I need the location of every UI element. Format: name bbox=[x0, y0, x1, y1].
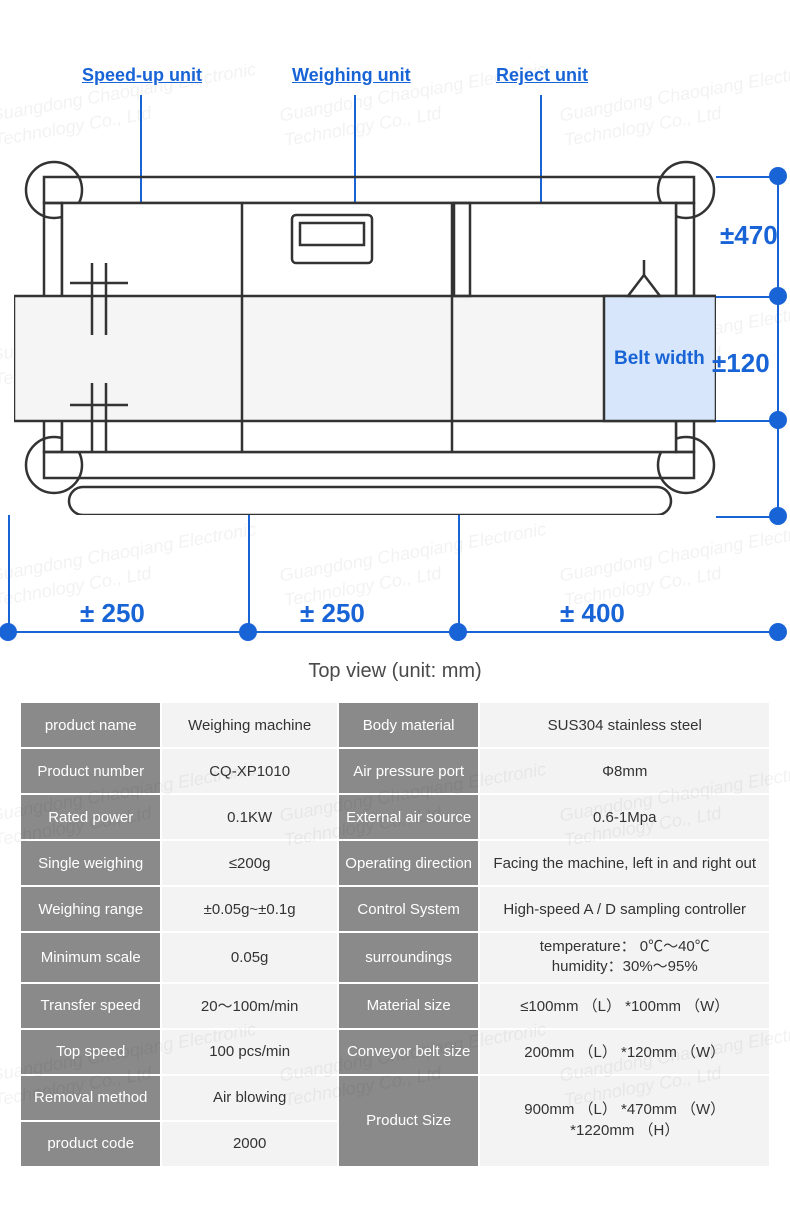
table-row: Product number CQ-XP1010 Air pressure po… bbox=[21, 749, 769, 793]
dim-dot bbox=[239, 623, 257, 641]
spec-value: 200mm （L） *120mm （W） bbox=[480, 1030, 769, 1074]
table-row: Top speed 100 pcs/min Conveyor belt size… bbox=[21, 1030, 769, 1074]
label-reject-unit: Reject unit bbox=[496, 65, 588, 86]
spec-value: High-speed A / D sampling controller bbox=[480, 887, 769, 931]
label-weighing-unit: Weighing unit bbox=[292, 65, 411, 86]
spec-label: Single weighing bbox=[21, 841, 160, 885]
spec-label: Weighing range bbox=[21, 887, 160, 931]
spec-label: Control System bbox=[339, 887, 479, 931]
spec-label: Material size bbox=[339, 984, 479, 1028]
spec-value: 2000 bbox=[162, 1122, 336, 1166]
dim-h-line bbox=[8, 631, 778, 633]
spec-label: surroundings bbox=[339, 933, 479, 982]
dim-dot bbox=[769, 167, 787, 185]
table-row: Minimum scale 0.05g surroundings tempera… bbox=[21, 933, 769, 982]
table-row: Weighing range ±0.05g~±0.1g Control Syst… bbox=[21, 887, 769, 931]
spec-value: temperature： 0℃〜40℃humidity：30%〜95% bbox=[480, 933, 769, 982]
spec-label: product name bbox=[21, 703, 160, 747]
spec-value: Weighing machine bbox=[162, 703, 336, 747]
spec-value: 0.6-1Mpa bbox=[480, 795, 769, 839]
spec-value: ≤100mm （L） *100mm （W） bbox=[480, 984, 769, 1028]
spec-value: 100 pcs/min bbox=[162, 1030, 336, 1074]
dim-drop bbox=[8, 515, 10, 631]
spec-value: Air blowing bbox=[162, 1076, 336, 1120]
table-row: Rated power 0.1KW External air source 0.… bbox=[21, 795, 769, 839]
spec-label: Operating direction bbox=[339, 841, 479, 885]
spec-value: CQ-XP1010 bbox=[162, 749, 336, 793]
diagram-caption: Top view (unit: mm) bbox=[0, 660, 790, 683]
dim-drop bbox=[248, 515, 250, 631]
dim-dot bbox=[769, 411, 787, 429]
spec-label: External air source bbox=[339, 795, 479, 839]
label-speedup-unit: Speed-up unit bbox=[82, 65, 202, 86]
spec-value: 0.1KW bbox=[162, 795, 336, 839]
spec-value: SUS304 stainless steel bbox=[480, 703, 769, 747]
spec-label: Body material bbox=[339, 703, 479, 747]
dim-400: ± 400 bbox=[560, 598, 625, 629]
table-row: Single weighing ≤200g Operating directio… bbox=[21, 841, 769, 885]
dim-dot bbox=[769, 507, 787, 525]
dim-dot bbox=[449, 623, 467, 641]
spec-label: Transfer speed bbox=[21, 984, 160, 1028]
dim-dot bbox=[0, 623, 17, 641]
spec-label: Product number bbox=[21, 749, 160, 793]
spec-value: ≤200g bbox=[162, 841, 336, 885]
spec-value: 900mm （L） *470mm （W）*1220mm （H） bbox=[480, 1076, 769, 1166]
spec-label: Top speed bbox=[21, 1030, 160, 1074]
machine-line-drawing bbox=[14, 155, 716, 515]
dim-250b: ± 250 bbox=[300, 598, 365, 629]
unit-labels-row: Speed-up unit Weighing unit Reject unit bbox=[0, 65, 790, 95]
belt-width-label: Belt width bbox=[614, 348, 705, 370]
spec-label: Conveyor belt size bbox=[339, 1030, 479, 1074]
spec-value: Facing the machine, left in and right ou… bbox=[480, 841, 769, 885]
table-row: Transfer speed 20〜100m/min Material size… bbox=[21, 984, 769, 1028]
spec-label: Air pressure port bbox=[339, 749, 479, 793]
spec-value: ±0.05g~±0.1g bbox=[162, 887, 336, 931]
spec-label: Minimum scale bbox=[21, 933, 160, 982]
dim-250a: ± 250 bbox=[80, 598, 145, 629]
spec-label: Product Size bbox=[339, 1076, 479, 1166]
dim-drop bbox=[458, 515, 460, 631]
dim-dot bbox=[769, 623, 787, 641]
spec-label: product code bbox=[21, 1122, 160, 1166]
dim-dot bbox=[769, 287, 787, 305]
page-container: Guangdong Chaoqiang ElectronicTechnology… bbox=[0, 0, 790, 1188]
spec-table: product name Weighing machine Body mater… bbox=[19, 701, 771, 1168]
spec-value: Φ8mm bbox=[480, 749, 769, 793]
dim-120: ±120 bbox=[712, 348, 770, 379]
dim-470: ±470 bbox=[720, 220, 778, 251]
table-row: Removal method Air blowing Product Size … bbox=[21, 1076, 769, 1120]
table-row: product name Weighing machine Body mater… bbox=[21, 703, 769, 747]
spec-value: 20〜100m/min bbox=[162, 984, 336, 1028]
spec-label: Removal method bbox=[21, 1076, 160, 1120]
spec-value: 0.05g bbox=[162, 933, 336, 982]
top-view-diagram: Speed-up unit Weighing unit Reject unit bbox=[0, 20, 790, 630]
spec-label: Rated power bbox=[21, 795, 160, 839]
